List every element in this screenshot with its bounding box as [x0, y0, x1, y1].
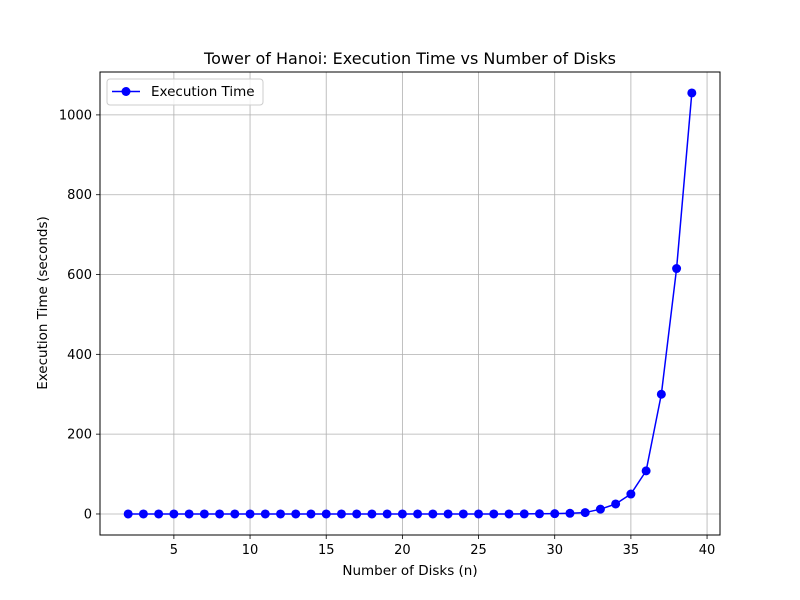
data-point — [215, 509, 225, 519]
x-tick-label: 35 — [623, 543, 640, 558]
data-point — [611, 499, 621, 509]
x-tick-label: 30 — [546, 543, 563, 558]
data-point — [123, 509, 133, 519]
data-point — [352, 509, 362, 519]
data-point — [458, 509, 468, 519]
data-point — [260, 509, 270, 519]
x-tick-label: 25 — [470, 543, 487, 558]
plot-frame — [99, 71, 721, 536]
data-point — [489, 509, 499, 519]
data-point — [184, 509, 194, 519]
legend-label: Execution Time — [151, 84, 255, 100]
data-point — [291, 509, 301, 519]
data-point — [626, 489, 636, 499]
series-layer — [123, 88, 697, 519]
data-point — [367, 509, 377, 519]
data-point — [306, 509, 316, 519]
data-point — [276, 509, 286, 519]
data-point — [474, 509, 484, 519]
x-tick-label: 10 — [242, 543, 259, 558]
legend-box — [106, 78, 264, 106]
data-point — [550, 509, 560, 519]
x-tick-label: 5 — [170, 543, 178, 558]
data-point — [580, 508, 590, 518]
y-tick-label: 600 — [67, 268, 92, 283]
data-point — [641, 466, 651, 476]
data-point — [138, 509, 148, 519]
data-point — [687, 88, 697, 98]
y-tick-label: 1000 — [59, 108, 92, 123]
chart-title: Tower of Hanoi: Execution Time vs Number… — [203, 49, 616, 68]
data-point — [169, 509, 179, 519]
legend: Execution Time — [106, 78, 264, 106]
y-tick-label: 0 — [84, 507, 92, 522]
y-tick-label: 400 — [67, 348, 92, 363]
y-axis-label: Execution Time (seconds) — [35, 216, 51, 390]
data-point — [321, 509, 331, 519]
data-point — [672, 264, 682, 274]
data-point — [154, 509, 164, 519]
data-point — [595, 504, 605, 514]
data-point — [199, 509, 209, 519]
data-point — [519, 509, 529, 519]
data-point — [443, 509, 453, 519]
y-tick-label: 800 — [67, 188, 92, 203]
x-tick-label: 40 — [699, 543, 716, 558]
data-point — [428, 509, 438, 519]
x-tick-label: 20 — [394, 543, 411, 558]
data-point — [230, 509, 240, 519]
data-point — [413, 509, 423, 519]
x-axis-label: Number of Disks (n) — [342, 563, 477, 579]
data-point — [534, 509, 544, 519]
data-point — [336, 509, 346, 519]
data-point — [565, 508, 575, 518]
x-tick-label: 15 — [318, 543, 335, 558]
legend-marker-swatch — [121, 87, 131, 96]
data-point — [504, 509, 514, 519]
data-point — [382, 509, 392, 519]
y-tick-label: 200 — [67, 428, 92, 443]
data-point — [397, 509, 407, 519]
data-point — [245, 509, 255, 519]
data-point — [656, 389, 666, 399]
